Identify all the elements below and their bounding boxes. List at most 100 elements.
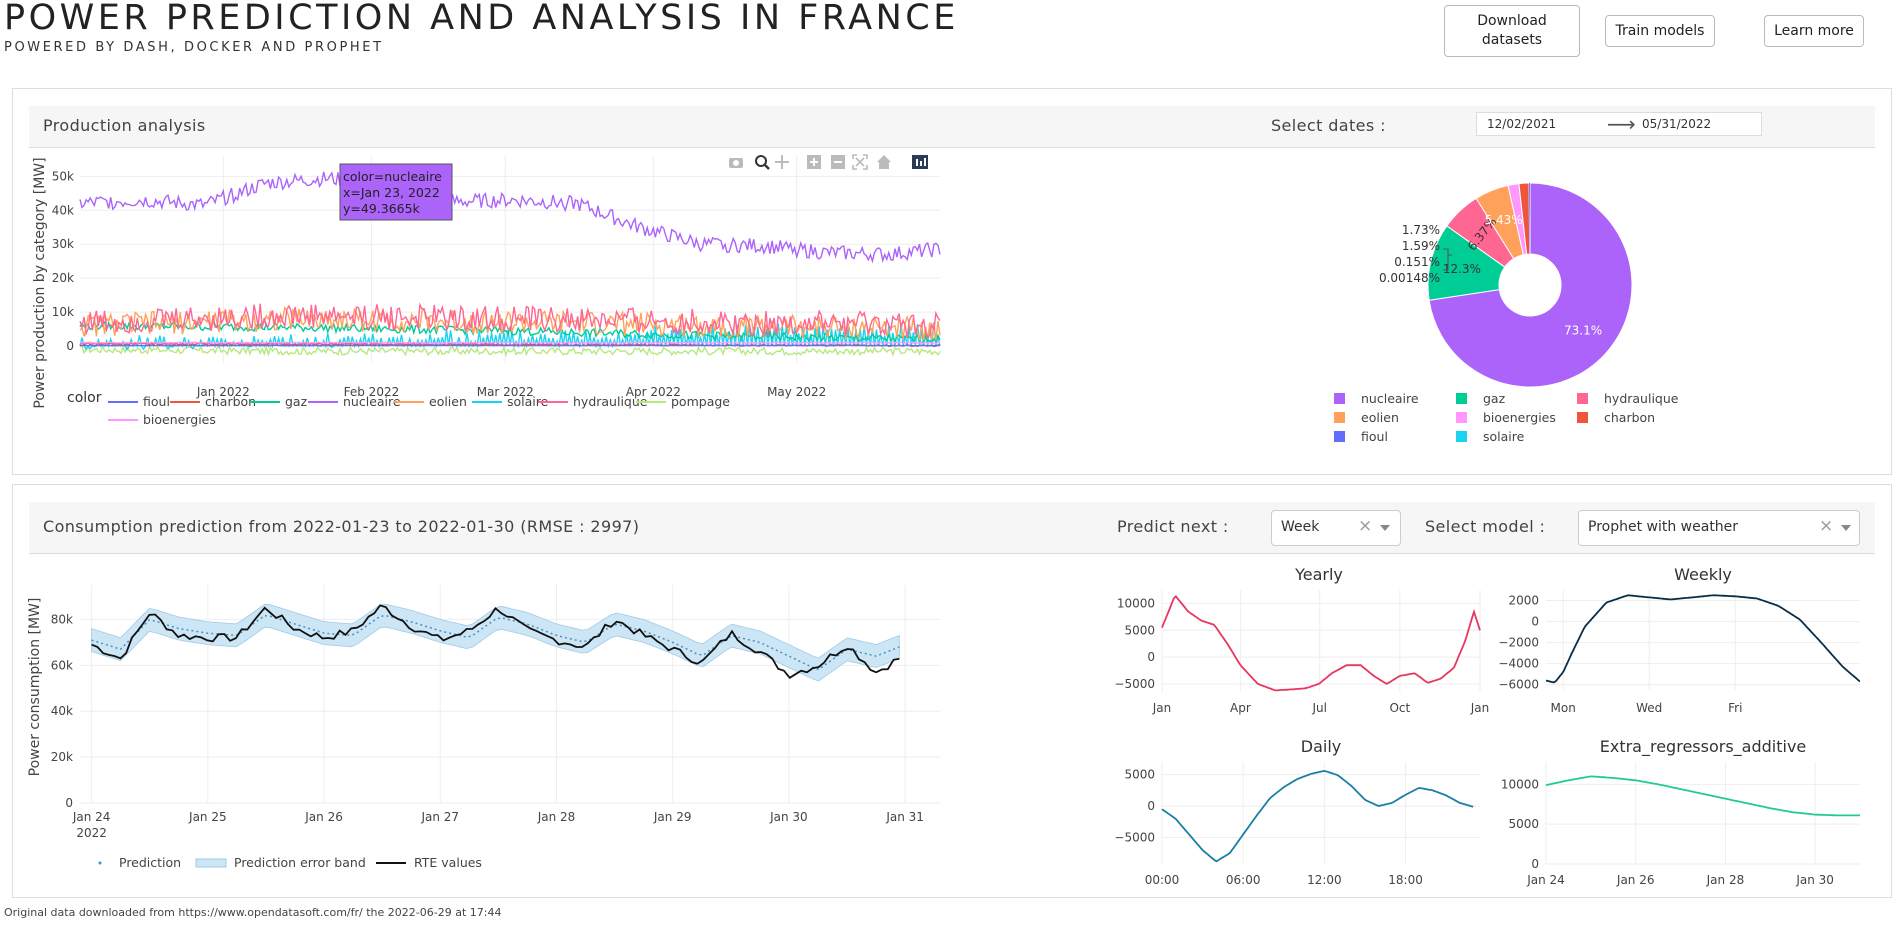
component-line	[1545, 594, 1860, 684]
y-tick-label: 0	[65, 796, 73, 810]
y-tick-label: 20k	[52, 271, 74, 285]
component-title: Extra_regressors_additive	[1600, 737, 1807, 757]
production-legend[interactable]: color fioul charbon gaz nucleaire eolien solai…	[67, 390, 730, 427]
x-tick-label: Jan 26	[304, 810, 343, 824]
production-pie-chart[interactable]: 73.1%12.3%6.37%5.43%1.73%1.59%0.151%0.00…	[1330, 170, 1770, 460]
x-tick-label: Mar 2022	[477, 385, 534, 399]
x-tick-label: Jan 27	[420, 810, 459, 824]
pie-legend[interactable]: nucleaire gaz hydraulique eolien bioenergies…	[1334, 391, 1679, 444]
daily-component-chart[interactable]: Daily 5000 0 −5000 00:00 06:00 12:00 18:00	[1100, 732, 1490, 892]
legend-label-rte: RTE values	[414, 855, 482, 870]
pie-legend-swatch-bioenergies	[1456, 412, 1467, 423]
prediction-line	[91, 614, 900, 671]
x-tick-label: Mon	[1551, 701, 1576, 715]
x-tick-label: Jan 30	[1795, 873, 1834, 887]
x-tick-label: Jan 30	[769, 810, 808, 824]
component-line	[1545, 775, 1860, 817]
y-tick-label: 2000	[1508, 594, 1539, 608]
consumption-chart-axes: 0 20k 40k 60k 80k Jan 24 Jan 25 Jan 26 Jan 27 Jan…	[51, 612, 924, 840]
y-tick-label: 20k	[51, 750, 73, 764]
yearly-component-chart[interactable]: Yearly 10000 5000 0 −5000 Jan Apr Jul Oct Jan	[1100, 560, 1490, 720]
end-date-input[interactable]: 05/31/2022	[1642, 117, 1712, 131]
legend-label-hydraulique: hydraulique	[573, 394, 648, 409]
predict-next-value: Week	[1281, 519, 1320, 535]
pie-legend-label-hydraulique: hydraulique	[1604, 391, 1679, 406]
pie-leader-lines	[1443, 248, 1452, 271]
footer-note: Original data downloaded from https://ww…	[4, 906, 502, 919]
y-tick-label: 10000	[1501, 777, 1539, 791]
pie-legend-label-nucleaire: nucleaire	[1361, 391, 1419, 406]
start-date-input[interactable]: 12/02/2021	[1487, 117, 1557, 131]
x-tick-label: Jan 2022	[196, 385, 250, 399]
prediction-header: Consumption prediction from 2022-01-23 t…	[29, 502, 1875, 554]
y-tick-label: −5000	[1114, 677, 1155, 691]
chart-modebar[interactable]	[729, 154, 928, 170]
download-label-line1: Download	[1477, 13, 1547, 29]
clear-icon[interactable]: ×	[1358, 516, 1373, 536]
y-tick-label: 60k	[51, 658, 73, 672]
pie-label-solaire: 0.00148%	[1379, 271, 1440, 285]
download-label-line2: datasets	[1481, 32, 1543, 48]
x-tick-year-label: 2022	[76, 826, 107, 840]
x-tick-label: Feb 2022	[344, 385, 400, 399]
zoom-out-icon	[831, 155, 845, 169]
learn-more-button[interactable]: Learn more	[1764, 15, 1864, 47]
component-title: Weekly	[1674, 565, 1732, 584]
chevron-down-icon[interactable]	[1380, 525, 1390, 531]
page-subtitle: POWERED BY DASH, DOCKER AND PROPHET	[4, 40, 384, 55]
train-models-button[interactable]: Train models	[1605, 15, 1715, 47]
chevron-down-icon[interactable]	[1841, 525, 1851, 531]
production-chart-series	[79, 171, 941, 357]
tooltip-line-color: color=nucleaire	[343, 169, 442, 184]
x-tick-label: Jan 24	[72, 810, 111, 824]
x-tick-label: Jan	[1470, 701, 1490, 715]
pie-label-eolien: 5.43%	[1485, 213, 1523, 227]
legend-label-gaz: gaz	[285, 394, 308, 409]
legend-label-solaire: solaire	[507, 394, 549, 409]
weekly-component-chart[interactable]: Weekly 2000 0 −2000 −4000 −6000 Mon Wed Fri	[1490, 560, 1860, 720]
select-model-dropdown[interactable]: Prophet with weather ×	[1578, 510, 1860, 546]
component-title: Daily	[1301, 737, 1341, 756]
model-value: Prophet with weather	[1588, 519, 1739, 535]
consumption-chart-series	[91, 603, 900, 682]
production-chart[interactable]: 0 10k 20k 30k 40k 50k Jan 2022 Feb 2022 Mar 2022…	[24, 148, 944, 448]
series-bioenergies	[79, 341, 941, 344]
x-tick-label: 06:00	[1226, 873, 1261, 887]
clear-icon[interactable]: ×	[1819, 516, 1834, 536]
y-tick-label: 0	[1531, 615, 1539, 629]
plotly-logo-icon	[912, 155, 928, 169]
production-title: Production analysis	[43, 116, 206, 135]
download-datasets-button[interactable]: Download datasets	[1444, 5, 1580, 57]
pie-legend-swatch-charbon	[1577, 412, 1588, 423]
y-tick-label: −5000	[1114, 831, 1155, 845]
pie-label-bioenergies: 1.73%	[1402, 223, 1440, 237]
select-model-label: Select model :	[1425, 517, 1546, 536]
y-tick-label: −4000	[1498, 657, 1539, 671]
page-title: POWER PREDICTION AND ANALYSIS IN FRANCE	[4, 0, 959, 38]
consumption-chart[interactable]: 0 20k 40k 60k 80k Jan 24 Jan 25 Jan 26 Jan 27 Jan…	[24, 575, 944, 880]
tooltip-box	[339, 163, 453, 221]
component-title: Yearly	[1294, 565, 1343, 584]
consumption-legend[interactable]: Prediction Prediction error band RTE value…	[98, 855, 482, 870]
pie-slice-fioul	[1529, 183, 1530, 255]
y-tick-label: 5000	[1508, 817, 1539, 831]
date-range-picker[interactable]: 12/02/2021 ⟶ 05/31/2022	[1476, 112, 1762, 136]
legend-label-nucleaire: nucleaire	[343, 394, 401, 409]
rte-values-line	[91, 604, 900, 679]
legend-label-prediction: Prediction	[119, 855, 181, 870]
extra-regressors-component-chart[interactable]: Extra_regressors_additive 10000 5000 0 Jan 2…	[1490, 732, 1860, 892]
pie-label-fioul: 0.151%	[1394, 255, 1440, 269]
y-tick-label: 30k	[52, 237, 74, 251]
legend-label-bioenergies: bioenergies	[143, 412, 216, 427]
y-tick-label: 0	[1147, 799, 1155, 813]
x-tick-label: Jul	[1311, 701, 1326, 715]
legend-label-fioul: fioul	[143, 394, 170, 409]
pie-legend-label-charbon: charbon	[1604, 410, 1655, 425]
x-tick-label: Apr	[1230, 701, 1251, 715]
component-grid	[1161, 590, 1481, 692]
y-tick-label: 0	[66, 339, 74, 353]
y-tick-label: 80k	[51, 612, 73, 626]
prediction-error-band	[91, 603, 900, 682]
predict-next-dropdown[interactable]: Week ×	[1271, 510, 1401, 546]
pie-legend-swatch-fioul	[1334, 431, 1345, 442]
